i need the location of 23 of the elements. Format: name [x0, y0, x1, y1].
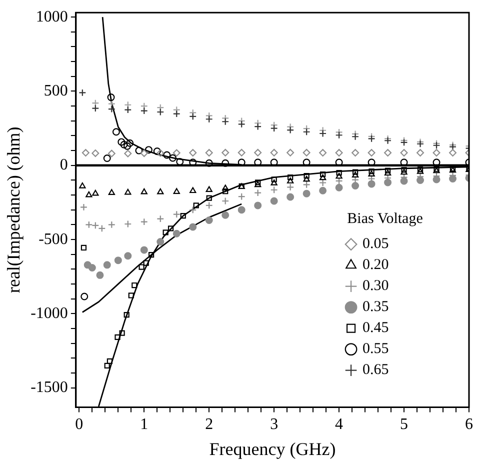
y-axis-title: real(Impedance) (ohm): [4, 126, 24, 294]
legend-label: 0.20: [362, 257, 389, 274]
x-tick-label: 1: [140, 416, 148, 434]
legend-label: 0.30: [362, 278, 389, 294]
x-tick-label: 5: [400, 416, 408, 434]
x-tick-label: 6: [465, 416, 473, 434]
y-tick-label: 500: [44, 82, 68, 100]
legend-label: 0.05: [362, 236, 389, 252]
y-tick-label: 0: [60, 156, 68, 174]
y-tick-label: -1500: [30, 379, 68, 396]
y-tick-label: -500: [38, 230, 68, 248]
x-tick-label: 3: [270, 416, 278, 434]
legend-label: 0.55: [362, 341, 389, 358]
x-tick-label: 0: [75, 416, 84, 434]
x-tick-label: 4: [335, 416, 344, 434]
x-axis-title: Frequency (GHz): [209, 438, 336, 459]
y-tick-label: 1000: [36, 8, 68, 26]
legend-title: Bias Voltage: [347, 211, 424, 228]
legend-label: 0.45: [362, 320, 389, 336]
legend-label: 0.65: [362, 362, 389, 378]
legend-label: 0.35: [362, 299, 389, 316]
x-tick-label: 2: [205, 416, 214, 434]
y-tick-label: -1000: [30, 304, 68, 322]
